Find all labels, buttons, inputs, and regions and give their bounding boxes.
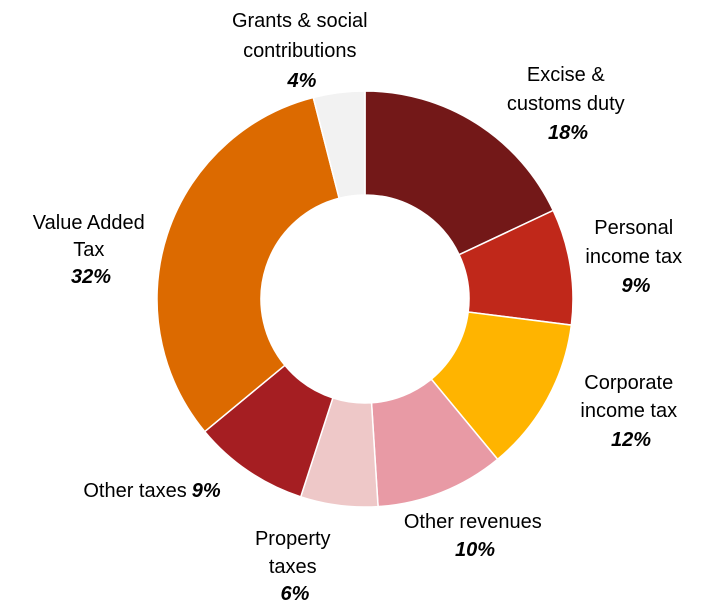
- value-label-grants-social-contributions: 4%: [287, 70, 317, 92]
- labels-layer: Grants & social contributions 4% Excise …: [33, 10, 686, 603]
- value-label-other-revenues: 10%: [455, 539, 495, 561]
- label-personal-income-tax: Personal income tax 9%: [585, 217, 686, 297]
- value-label-corporate-income-tax: 12%: [611, 429, 651, 451]
- slice-grants-social-contributions: [312, 90, 366, 200]
- value-label-personal-income-tax: 9%: [622, 275, 651, 297]
- slices-layer: [156, 90, 574, 508]
- label-excise-customs-duty: Excise & customs duty 18%: [507, 64, 629, 144]
- label-grants-social-contributions: Grants & social contributions 4%: [232, 10, 372, 92]
- value-label-excise-customs-duty: 18%: [548, 122, 588, 144]
- value-label-property-taxes: 6%: [281, 583, 310, 603]
- label-value-added-tax: Value Added Tax 32%: [33, 212, 149, 288]
- slice-value-added-tax: [156, 96, 341, 433]
- label-other-taxes: Other taxes 9%: [83, 480, 221, 502]
- value-label-value-added-tax: 32%: [71, 266, 111, 288]
- value-label-other-taxes: 9%: [192, 480, 221, 502]
- label-other-revenues: Other revenues 10%: [404, 511, 546, 561]
- label-corporate-income-tax: Corporate income tax 12%: [580, 372, 681, 451]
- slice-excise-customs-duty: [364, 90, 555, 256]
- label-property-taxes: Property taxes 6%: [255, 528, 335, 603]
